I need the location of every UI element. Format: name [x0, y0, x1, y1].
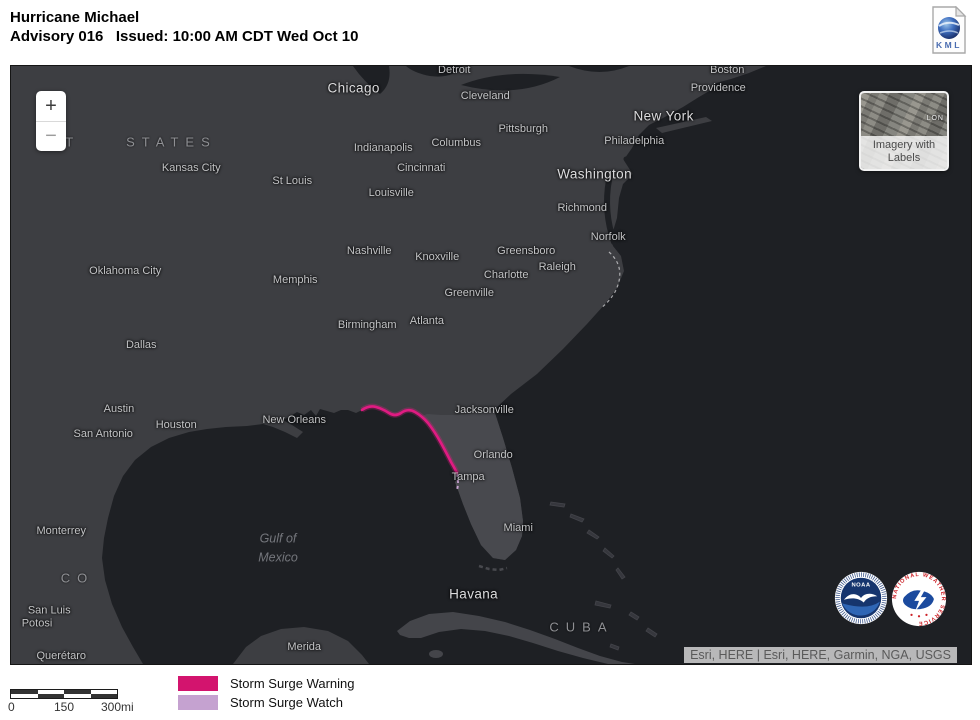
land-mainland — [11, 66, 766, 664]
zoom-out-button[interactable]: − — [36, 121, 66, 151]
land-cuba — [397, 612, 635, 664]
legend: Storm Surge Warning Storm Surge Watch — [178, 676, 355, 714]
page-title: Hurricane Michael — [10, 9, 140, 26]
land-florida — [422, 410, 523, 560]
region-label-text: CUBA — [549, 619, 614, 635]
legend-item: Storm Surge Watch — [178, 695, 355, 710]
storm-surge-warning-line — [360, 405, 459, 475]
region-label: STATES — [41, 120, 217, 165]
scale-bar: 0 150 300mi — [8, 689, 134, 714]
legend-swatch — [178, 695, 218, 710]
storm-surge-watch-line — [456, 473, 459, 491]
great-lakes — [353, 66, 629, 94]
zoom-control: + − — [36, 91, 66, 151]
scale-mid-label: 150 — [53, 700, 75, 714]
land-florida-keys — [478, 564, 508, 572]
basemap-label: Imagery with Labels — [861, 135, 947, 169]
basemap-thumb-text: LON — [926, 115, 944, 122]
scale-bar-graphic — [10, 689, 118, 699]
region-label: CO — [11, 556, 95, 601]
legend-label: Storm Surge Warning — [230, 676, 355, 691]
legend-label: Storm Surge Watch — [230, 695, 343, 710]
bahamas-islands — [549, 501, 658, 651]
zoom-in-button[interactable]: + — [36, 91, 66, 121]
kml-download-icon[interactable]: KML — [930, 5, 968, 54]
outer-banks — [600, 251, 621, 309]
legend-item: Storm Surge Warning — [178, 676, 355, 691]
svg-text:NOAA: NOAA — [851, 582, 870, 588]
noaa-logo-icon: NOAA — [834, 571, 888, 625]
region-label-text: CO — [60, 570, 95, 586]
advisory-subtitle: Advisory 016 Issued: 10:00 AM CDT Wed Oc… — [10, 28, 359, 45]
region-label: CUBA — [464, 605, 613, 650]
chesapeake-bay — [603, 177, 617, 245]
kml-file-icon: KML — [932, 5, 967, 54]
gulf-of-mexico-label: Gulf of Mexico — [258, 531, 298, 565]
scale-end-label: 300mi — [101, 700, 134, 714]
legend-swatch — [178, 676, 218, 691]
map-attribution: Esri, HERE | Esri, HERE, Garmin, NGA, US… — [684, 647, 957, 663]
scale-start-label: 0 — [8, 700, 15, 714]
map-geography — [11, 66, 971, 664]
land-isla-juventud — [429, 650, 443, 658]
delaware-bay — [623, 156, 638, 176]
nws-logo-icon: NATIONAL WEATHER SERVICE — [891, 571, 947, 627]
basemap-selector[interactable]: LON Imagery with Labels — [859, 91, 949, 171]
agency-logos: NOAA NATIONAL WEATHER SERVICE — [834, 570, 947, 628]
land-long-island — [656, 117, 712, 133]
map-canvas[interactable]: Detroit Boston Chicago Cleveland Provide… — [10, 65, 972, 665]
land-yucatan — [233, 627, 369, 664]
svg-text:KML: KML — [936, 40, 962, 50]
advisory-header: Hurricane Michael Advisory 016 Issued: 1… — [10, 8, 358, 46]
region-label-text: STATES — [126, 134, 217, 150]
